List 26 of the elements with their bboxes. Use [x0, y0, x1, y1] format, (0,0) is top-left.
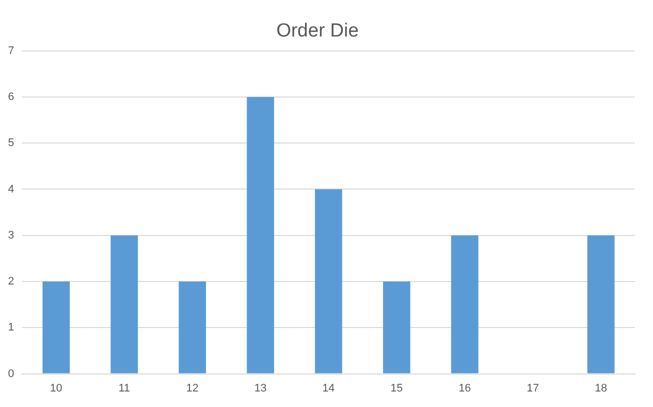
x-tick-label: 15: [390, 382, 403, 394]
x-tick-label: 14: [322, 382, 335, 394]
bar: [314, 189, 342, 374]
x-tick-label: 17: [526, 382, 539, 394]
bar: [110, 235, 138, 374]
y-tick-label: 1: [8, 322, 14, 334]
bar: [587, 235, 615, 374]
x-tick-label: 11: [118, 382, 130, 394]
x-tick-label: 12: [186, 382, 198, 394]
chart-title: Order Die: [276, 20, 359, 42]
y-tick-label: 3: [8, 229, 14, 242]
bar: [246, 96, 274, 374]
x-tick-label: 13: [254, 382, 267, 394]
bar: [178, 282, 206, 374]
y-tick-label: 2: [8, 276, 14, 288]
bar: [42, 282, 70, 374]
y-tick-label: 6: [8, 90, 14, 103]
x-tick-label: 18: [594, 382, 608, 394]
y-tick-label: 5: [8, 137, 14, 150]
y-tick-label: 4: [8, 183, 14, 196]
bar: [383, 282, 410, 374]
x-tick-label: 10: [50, 382, 62, 394]
y-tick-label: 7: [8, 44, 14, 57]
bar: [451, 235, 478, 374]
x-tick-label: 16: [458, 382, 471, 394]
y-tick-label: 0: [8, 368, 14, 380]
